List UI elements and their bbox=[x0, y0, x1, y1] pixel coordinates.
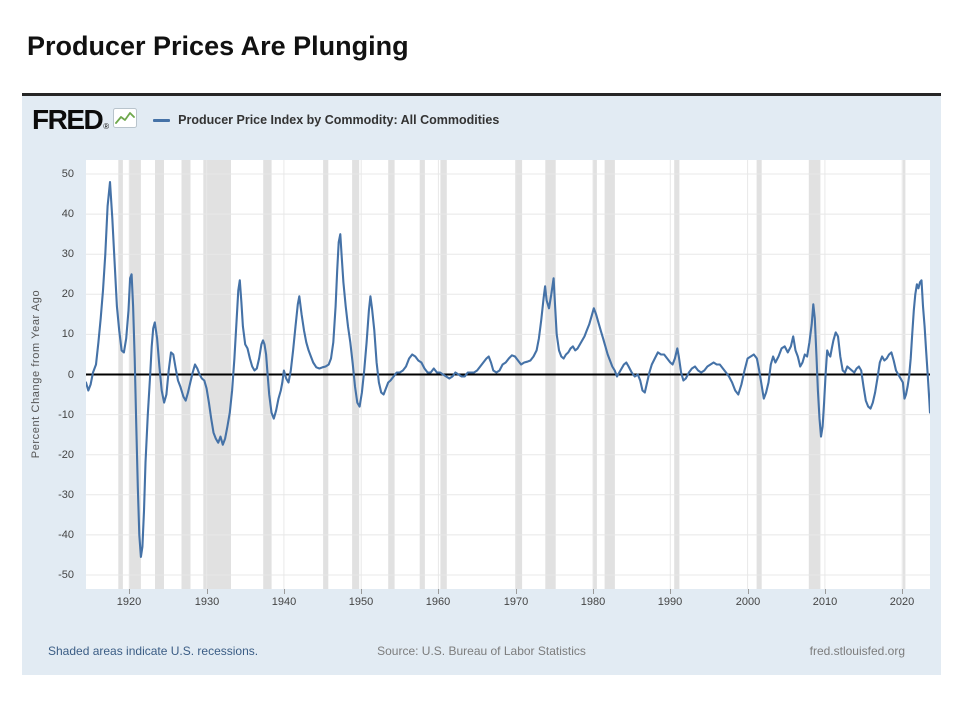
fred-logo[interactable]: FRED ® bbox=[32, 104, 138, 135]
x-tick-mark bbox=[902, 589, 903, 594]
source-note: Source: U.S. Bureau of Labor Statistics bbox=[377, 644, 586, 658]
recession-note: Shaded areas indicate U.S. recessions. bbox=[48, 644, 259, 658]
y-tick-label: -20 bbox=[58, 449, 74, 461]
y-tick-label: 30 bbox=[61, 248, 74, 260]
x-tick-mark bbox=[670, 589, 671, 594]
x-tick-mark bbox=[748, 589, 749, 594]
y-tick-label: 50 bbox=[61, 168, 74, 180]
x-axis-labels: 1920 1930 1940 1950 1960 1970 1980 1990 2000 2010… bbox=[86, 596, 930, 610]
y-tick-label: -40 bbox=[58, 529, 74, 541]
page-title: Producer Prices Are Plunging bbox=[27, 31, 409, 61]
x-tick-mark bbox=[438, 589, 439, 594]
x-tick-label: 1960 bbox=[425, 596, 451, 608]
x-tick-label: 1970 bbox=[503, 596, 529, 608]
chart-footer: Source: U.S. Bureau of Labor Statistics … bbox=[22, 644, 941, 660]
legend-series-label: Producer Price Index by Commodity: All C… bbox=[178, 113, 500, 127]
x-tick-mark bbox=[284, 589, 285, 594]
x-tick-label: 1930 bbox=[194, 596, 220, 608]
y-tick-label: 10 bbox=[61, 328, 74, 340]
chart-header: FRED ® Producer Price Index by Commodity… bbox=[32, 103, 499, 137]
y-tick-label: -10 bbox=[58, 409, 74, 421]
x-tick-label: 1940 bbox=[271, 596, 297, 608]
y-tick-label: 20 bbox=[61, 288, 74, 300]
fred-chart-panel: FRED ® Producer Price Index by Commodity… bbox=[22, 93, 941, 675]
registered-mark: ® bbox=[103, 122, 110, 131]
x-tick-mark bbox=[129, 589, 130, 594]
x-tick-label: 1950 bbox=[348, 596, 374, 608]
y-tick-label: -30 bbox=[58, 489, 74, 501]
y-tick-label: 40 bbox=[61, 208, 74, 220]
x-tick-mark bbox=[593, 589, 594, 594]
x-tick-mark bbox=[825, 589, 826, 594]
x-tick-label: 2000 bbox=[735, 596, 761, 608]
y-axis-labels: 50 40 30 20 10 0 -10 -20 -30 -40 -50 bbox=[22, 160, 80, 589]
fred-logo-text: FRED bbox=[32, 104, 104, 135]
x-tick-mark bbox=[516, 589, 517, 594]
x-tick-label: 2020 bbox=[889, 596, 915, 608]
x-tick-label: 1980 bbox=[580, 596, 606, 608]
x-tick-mark bbox=[207, 589, 208, 594]
ppi-line-chart[interactable] bbox=[86, 160, 930, 589]
x-tick-label: 1990 bbox=[657, 596, 683, 608]
x-tick-label: 1920 bbox=[116, 596, 142, 608]
y-tick-label: 0 bbox=[67, 369, 74, 381]
x-tick-mark bbox=[361, 589, 362, 594]
fred-sparkline-icon bbox=[113, 108, 138, 133]
series-line bbox=[86, 181, 930, 558]
legend-line-swatch bbox=[153, 118, 171, 122]
fred-url-link[interactable]: fred.stlouisfed.org bbox=[809, 644, 905, 658]
plot-area[interactable] bbox=[86, 160, 930, 589]
chart-legend: Producer Price Index by Commodity: All C… bbox=[153, 113, 499, 127]
y-tick-label: -50 bbox=[58, 569, 74, 581]
x-tick-label: 2010 bbox=[812, 596, 838, 608]
